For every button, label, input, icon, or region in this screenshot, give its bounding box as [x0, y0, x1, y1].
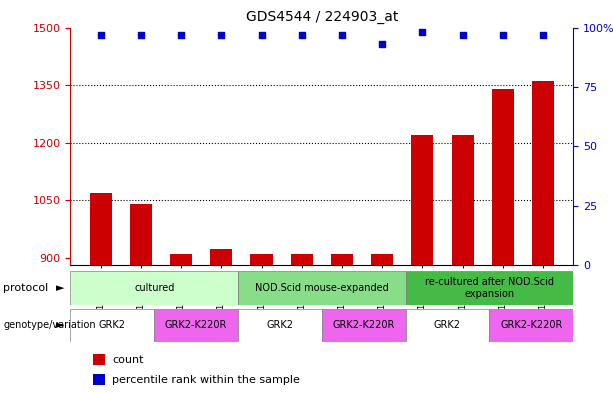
Bar [89, 193, 112, 265]
Point [297, 31, 306, 38]
Bar [406, 309, 489, 342]
Bar [238, 309, 322, 342]
Bar [170, 254, 192, 265]
Text: re-cultured after NOD.Scid
expansion: re-cultured after NOD.Scid expansion [425, 277, 554, 299]
Point [136, 31, 146, 38]
Point [176, 31, 186, 38]
Bar [322, 309, 406, 342]
Bar [452, 135, 474, 265]
Bar [411, 135, 433, 265]
Bar [492, 89, 514, 265]
Text: percentile rank within the sample: percentile rank within the sample [112, 375, 300, 385]
Bar [291, 254, 313, 265]
Bar [70, 309, 154, 342]
Text: GRK2: GRK2 [99, 320, 126, 330]
Point [417, 29, 427, 35]
Point [458, 31, 468, 38]
Text: protocol: protocol [3, 283, 48, 293]
Bar [532, 81, 554, 265]
Bar [93, 374, 105, 385]
Text: GRK2-K220R: GRK2-K220R [500, 320, 563, 330]
Text: count: count [112, 355, 143, 365]
Point [377, 41, 387, 47]
Point [216, 31, 226, 38]
Point [96, 31, 105, 38]
Text: ►: ► [56, 320, 64, 330]
Bar [238, 271, 406, 305]
Text: ►: ► [56, 283, 64, 293]
Bar [251, 254, 273, 265]
Bar [130, 204, 152, 265]
Bar [93, 354, 105, 365]
Text: genotype/variation: genotype/variation [3, 320, 96, 330]
Bar [406, 271, 573, 305]
Bar [489, 309, 573, 342]
Text: GRK2: GRK2 [267, 320, 294, 330]
Bar [154, 309, 238, 342]
Text: GRK2-K220R: GRK2-K220R [332, 320, 395, 330]
Title: GDS4544 / 224903_at: GDS4544 / 224903_at [246, 10, 398, 24]
Bar [70, 271, 238, 305]
Text: GRK2: GRK2 [434, 320, 461, 330]
Bar [331, 254, 353, 265]
Point [498, 31, 508, 38]
Bar [210, 249, 232, 265]
Bar [371, 254, 393, 265]
Text: cultured: cultured [134, 283, 175, 293]
Text: GRK2-K220R: GRK2-K220R [165, 320, 227, 330]
Point [538, 31, 548, 38]
Text: NOD.Scid mouse-expanded: NOD.Scid mouse-expanded [255, 283, 389, 293]
Point [337, 31, 347, 38]
Point [257, 31, 267, 38]
